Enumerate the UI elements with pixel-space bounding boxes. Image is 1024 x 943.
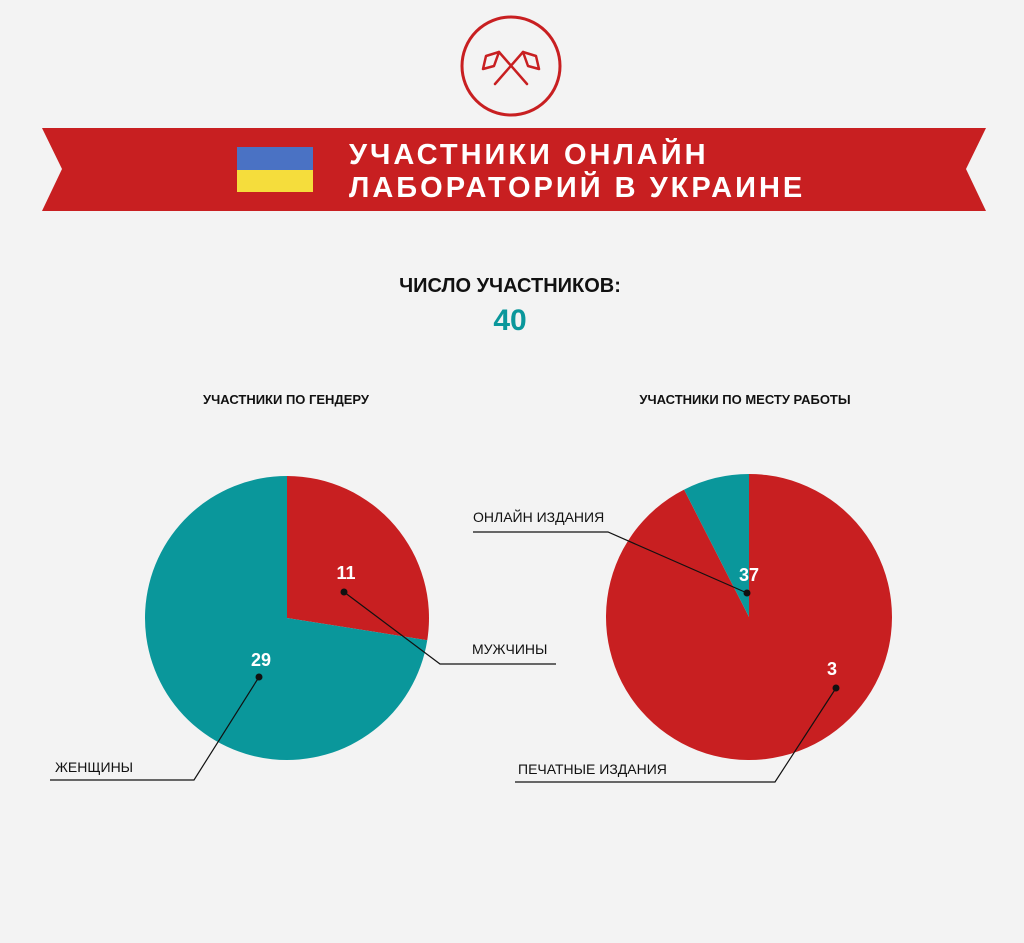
- ukraine-flag-icon: [237, 147, 313, 192]
- gender-slice-0: [287, 476, 429, 641]
- women-callout-label: ЖЕНЩИНЫ: [55, 759, 133, 775]
- workplace-callouts: ОНЛАЙН ИЗДАНИЯ ПЕЧАТНЫЕ ИЗДАНИЯ: [473, 508, 840, 783]
- workplace-slice-value-0: 37: [739, 565, 759, 585]
- women-leader-line: [50, 676, 260, 781]
- total-value: 40: [493, 304, 526, 337]
- men-leader-line: [343, 591, 556, 665]
- print-leader-line: [515, 687, 837, 783]
- women-callout-dot: [255, 673, 263, 681]
- gender-slice-value-1: 29: [251, 650, 271, 670]
- gender-chart-title: УЧАСТНИКИ ПО ГЕНДЕРУ: [203, 392, 370, 407]
- gender-callouts: МУЖЧИНЫ ЖЕНЩИНЫ: [50, 588, 556, 781]
- crossed-flags-icon: [460, 15, 562, 117]
- gender-slice-1: [144, 476, 428, 761]
- workplace-pie-chart: 37 3: [605, 474, 892, 760]
- online-callout-label: ОНЛАЙН ИЗДАНИЯ: [473, 508, 604, 525]
- print-callout-label: ПЕЧАТНЫЕ ИЗДАНИЯ: [518, 761, 667, 777]
- total-label: ЧИСЛО УЧАСТНИКОВ:: [399, 275, 621, 297]
- print-callout-dot: [832, 684, 840, 692]
- workplace-slice-value-1: 3: [827, 659, 837, 679]
- banner-title-line2: ЛАБОРАТОРИЙ В УКРАИНЕ: [349, 170, 805, 204]
- men-callout-label: МУЖЧИНЫ: [472, 641, 547, 657]
- workplace-slice-1: [684, 474, 749, 617]
- gender-slice-value-0: 11: [336, 563, 355, 583]
- gender-pie-chart: 11 29: [144, 476, 429, 761]
- banner-title-line1: УЧАСТНИКИ ОНЛАЙН: [349, 137, 709, 171]
- workplace-chart-title: УЧАСТНИКИ ПО МЕСТУ РАБОТЫ: [639, 392, 850, 407]
- men-callout-dot: [340, 588, 348, 596]
- online-callout-dot: [743, 589, 751, 597]
- online-leader-line: [473, 531, 748, 594]
